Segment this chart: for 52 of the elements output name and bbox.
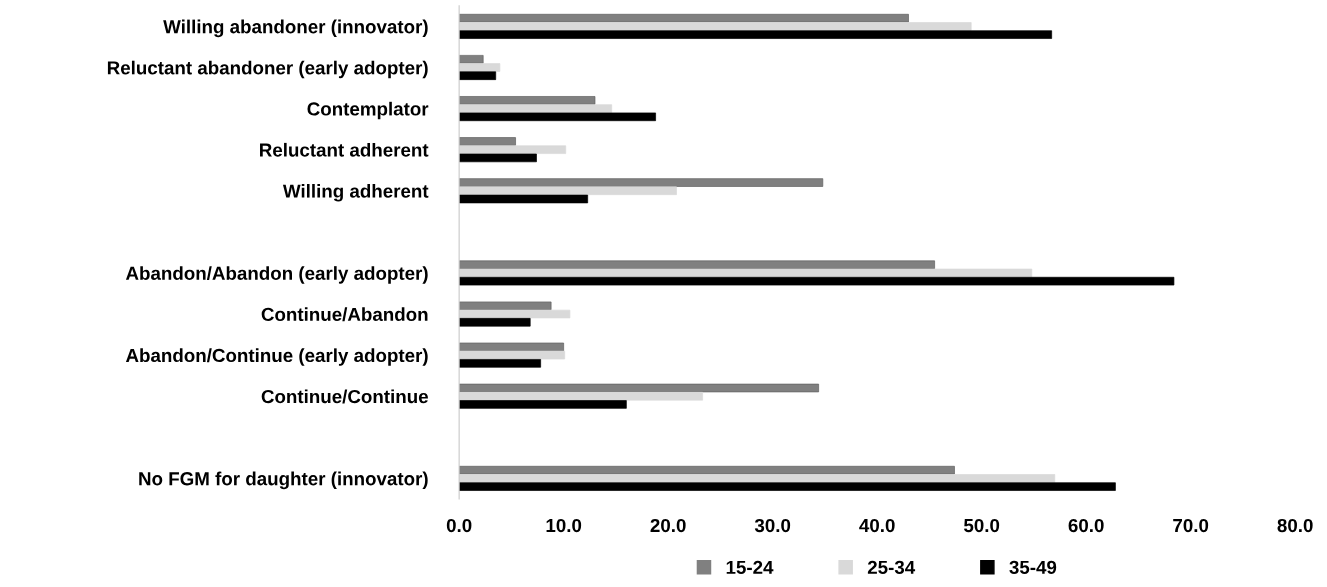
x-tick-label: 70.0 [1173, 518, 1209, 533]
bar [459, 13, 909, 23]
bar [459, 301, 552, 311]
y-tick-label: Reluctant abandoner (early adopter) [107, 60, 428, 79]
legend-label: 15-24 [726, 560, 774, 574]
y-tick-label: Continue/Continue [261, 389, 428, 404]
bar [459, 276, 1175, 286]
bar [459, 342, 564, 352]
y-tick-label: Continue/Abandon [261, 307, 428, 322]
bar [459, 153, 537, 163]
bar [459, 391, 703, 401]
bar [459, 55, 484, 64]
x-tick-label: 20.0 [650, 518, 686, 533]
legend-label: 25-34 [867, 560, 916, 574]
x-tick-label: 40.0 [859, 518, 895, 533]
bar [459, 309, 571, 319]
y-tick-label: Abandon/Abandon (early adopter) [125, 266, 428, 284]
bar [459, 112, 656, 122]
bar [459, 71, 497, 80]
legend-label: 35-49 [1009, 560, 1057, 574]
bar [459, 482, 1116, 491]
bar [459, 137, 516, 146]
bar [459, 359, 541, 368]
y-tick-label: No FGM for daughter (innovator) [139, 471, 428, 490]
bar [459, 194, 589, 204]
bar [459, 260, 935, 269]
y-tick-label: Contemplator [307, 101, 429, 120]
x-tick-label: 30.0 [754, 518, 791, 533]
x-tick-label: 50.0 [963, 518, 1000, 533]
bar [459, 145, 567, 154]
bar [459, 268, 1033, 278]
bar [459, 318, 531, 327]
y-tick-label: Willing adherent [282, 183, 429, 202]
bar [459, 186, 677, 196]
bar [459, 465, 955, 475]
bar [459, 350, 566, 360]
bar [459, 30, 1053, 39]
bar [459, 96, 596, 105]
bar [459, 383, 819, 393]
y-tick-label: Willing abandoner (innovator) [163, 19, 428, 38]
y-tick-label: Abandon/Continue (early adopter) [125, 348, 428, 366]
x-tick-label: 10.0 [546, 518, 582, 533]
bar [459, 474, 1056, 483]
bar [459, 178, 824, 187]
x-tick-label: 0.0 [446, 518, 472, 533]
y-tick-label: Reluctant adherent [260, 142, 429, 157]
x-tick-label: 60.0 [1068, 518, 1104, 533]
x-tick-label: 80.0 [1277, 518, 1313, 533]
bar [459, 400, 627, 409]
bar [459, 22, 972, 31]
bar [459, 104, 613, 113]
bar [459, 63, 501, 72]
